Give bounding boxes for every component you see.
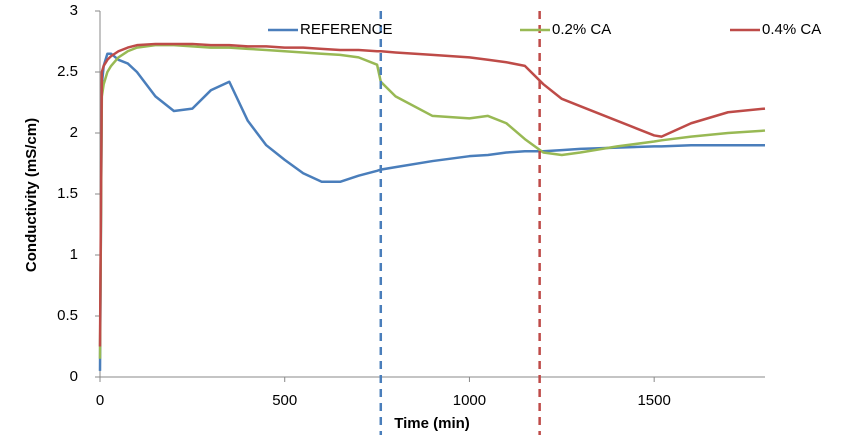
y-tick-label: 1.5	[57, 185, 78, 202]
legend-label: 0.4% CA	[762, 21, 821, 38]
x-tick-label: 1500	[637, 392, 670, 409]
y-axis-title: Conductivity (mS/cm)	[23, 118, 40, 272]
y-tick-label: 2	[70, 124, 78, 141]
y-tick-label: 2.5	[57, 63, 78, 80]
x-axis-title: Time (min)	[394, 415, 470, 432]
y-tick-label: 0.5	[57, 307, 78, 324]
y-tick-label: 3	[70, 2, 78, 19]
y-tick-label: 1	[70, 246, 78, 263]
legend-label: 0.2% CA	[552, 21, 611, 38]
x-tick-label: 1000	[453, 392, 486, 409]
series-line	[98, 42, 766, 347]
x-tick-label: 0	[96, 392, 104, 409]
x-tick-label: 500	[272, 392, 297, 409]
series-line	[98, 52, 765, 371]
y-tick-label: 0	[70, 368, 78, 385]
legend-label: REFERENCE	[300, 21, 393, 38]
series-line	[98, 43, 766, 359]
